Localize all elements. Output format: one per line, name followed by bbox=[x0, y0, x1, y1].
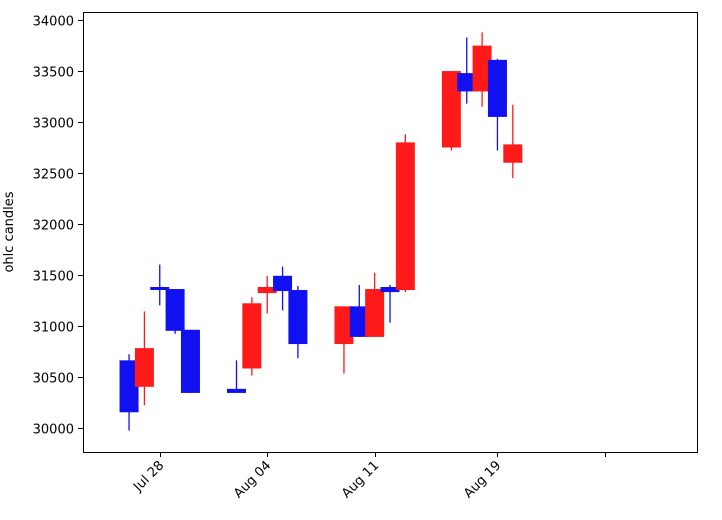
candle-body bbox=[134, 348, 154, 387]
candle-body bbox=[487, 59, 507, 117]
y-tick-label: 33500 bbox=[33, 66, 74, 81]
candle-body bbox=[441, 71, 461, 148]
candle bbox=[227, 360, 246, 393]
candle bbox=[334, 306, 354, 374]
candle-body bbox=[119, 360, 139, 413]
candle-body bbox=[165, 289, 185, 331]
plot-frame bbox=[83, 12, 698, 453]
candle-body bbox=[150, 287, 170, 290]
candle-body bbox=[349, 306, 369, 337]
candle bbox=[441, 71, 461, 151]
candle-body bbox=[380, 287, 400, 293]
candle-body bbox=[242, 303, 262, 369]
y-tick-label: 34000 bbox=[33, 15, 74, 30]
candle-body bbox=[503, 144, 523, 163]
candle-body bbox=[288, 290, 308, 345]
y-axis-label: ohlc candles bbox=[2, 191, 17, 272]
candle bbox=[380, 284, 400, 323]
candle bbox=[273, 266, 293, 311]
candle-body bbox=[257, 287, 277, 294]
y-tick-label: 31000 bbox=[33, 321, 74, 336]
y-tick-label: 32500 bbox=[33, 168, 74, 183]
candle bbox=[257, 275, 277, 314]
candle-body bbox=[472, 45, 492, 92]
candle bbox=[288, 285, 308, 359]
candle-body bbox=[273, 275, 293, 292]
x-tick-label: Jul 28 bbox=[130, 458, 167, 495]
x-tick-label: Aug 04 bbox=[231, 458, 274, 501]
candle-body bbox=[365, 289, 385, 337]
candle bbox=[395, 134, 415, 293]
candle bbox=[180, 329, 200, 393]
x-tick-label: Aug 11 bbox=[339, 458, 382, 501]
candle bbox=[472, 32, 492, 107]
candle-body bbox=[334, 306, 354, 345]
candle bbox=[134, 311, 154, 406]
candle-body bbox=[457, 73, 477, 92]
y-tick-label: 33000 bbox=[33, 117, 74, 132]
candle-body bbox=[227, 388, 246, 393]
x-tick-label: Aug 19 bbox=[461, 458, 504, 501]
y-axis: 30000 30500 31000 31500 32000 32500 33000 33500… bbox=[33, 15, 83, 438]
y-tick-label: 30000 bbox=[33, 423, 74, 438]
candle bbox=[150, 264, 170, 306]
candle bbox=[119, 354, 139, 431]
y-tick-label: 30500 bbox=[33, 372, 74, 387]
candle bbox=[165, 289, 185, 334]
candle-body bbox=[180, 329, 200, 393]
candles-group bbox=[119, 32, 523, 431]
candle bbox=[349, 284, 369, 337]
candle-body bbox=[395, 142, 415, 291]
y-tick-label: 31500 bbox=[33, 270, 74, 285]
x-axis: Jul 28 Aug 04 Aug 11 Aug 19 bbox=[130, 452, 606, 501]
candle bbox=[503, 104, 523, 179]
candle bbox=[365, 272, 385, 337]
candle bbox=[487, 58, 507, 151]
candle bbox=[457, 37, 477, 104]
candle bbox=[242, 297, 262, 376]
y-tick-label: 32000 bbox=[33, 219, 74, 234]
